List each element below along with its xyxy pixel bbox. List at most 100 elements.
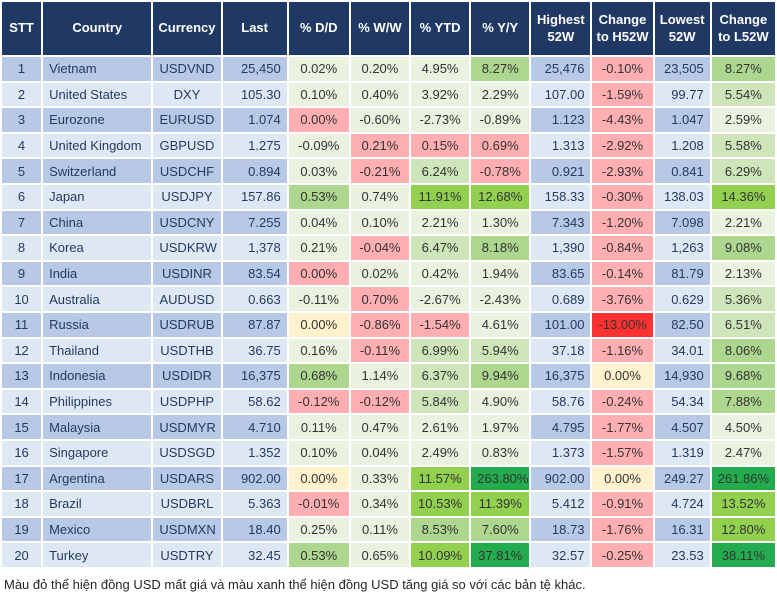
- cell-stt: 9: [0, 259, 44, 288]
- cell-pct-ytd: -2.73%: [408, 106, 472, 134]
- cell-change-to-l52w: 2.59%: [709, 106, 777, 134]
- cell-pct-dd: -0.11%: [286, 285, 351, 313]
- cell-currency: USDCNY: [151, 208, 223, 237]
- cell-pct-ytd: 2.49%: [408, 438, 472, 467]
- header-country: Country: [41, 0, 154, 57]
- header-highest-52w: Highest 52W: [529, 0, 593, 57]
- table-row: 20 Turkey USDTRY 32.45 0.53% 0.65% 10.09% 37.81…: [0, 541, 777, 569]
- cell-pct-ww: 0.11%: [348, 515, 412, 544]
- table-row: 13 Indonesia USDIDR 16,375 0.68% 1.14% 6.37% 9.…: [0, 362, 777, 390]
- cell-last: 1,378: [220, 234, 289, 262]
- cell-lowest-52w: 82.50: [652, 310, 712, 339]
- cell-lowest-52w: 23,505: [652, 55, 712, 83]
- cell-stt: 11: [0, 310, 44, 339]
- cell-currency: USDTRY: [151, 541, 223, 569]
- cell-lowest-52w: 14,930: [652, 362, 712, 390]
- cell-change-to-h52w: -0.91%: [590, 490, 655, 518]
- cell-country: Mexico: [41, 515, 154, 544]
- cell-stt: 14: [0, 387, 44, 416]
- cell-highest-52w: 1,390: [529, 234, 593, 262]
- cell-lowest-52w: 138.03: [652, 182, 712, 211]
- cell-country: Thailand: [41, 336, 154, 365]
- cell-pct-ytd: 2.21%: [408, 208, 472, 237]
- cell-change-to-l52w: 38.11%: [709, 541, 777, 569]
- table-row: 8 Korea USDKRW 1,378 0.21% -0.04% 6.47% 8.18% 1,…: [0, 234, 777, 262]
- cell-pct-dd: 0.10%: [286, 80, 351, 109]
- table-row: 3 Eurozone EURUSD 1.074 0.00% -0.60% -2.73% -0.…: [0, 106, 777, 134]
- cell-lowest-52w: 81.79: [652, 259, 712, 288]
- cell-currency: USDCHF: [151, 157, 223, 185]
- cell-highest-52w: 37.18: [529, 336, 593, 365]
- cell-pct-ytd: 11.57%: [408, 464, 472, 493]
- cell-lowest-52w: 0.629: [652, 285, 712, 313]
- cell-pct-yy: 5.94%: [469, 336, 532, 365]
- cell-pct-yy: 1.97%: [469, 413, 532, 441]
- cell-currency: DXY: [151, 80, 223, 109]
- cell-pct-ytd: 6.99%: [408, 336, 472, 365]
- header-stt: STT: [0, 0, 44, 57]
- cell-pct-ytd: 4.95%: [408, 55, 472, 83]
- cell-highest-52w: 902.00: [529, 464, 593, 493]
- cell-stt: 19: [0, 515, 44, 544]
- table-header: STT Country Currency Last % D/D % W/W % …: [0, 0, 777, 57]
- cell-change-to-h52w: -1.59%: [590, 80, 655, 109]
- cell-country: Argentina: [41, 464, 154, 493]
- cell-stt: 13: [0, 362, 44, 390]
- cell-pct-ytd: 10.53%: [408, 490, 472, 518]
- cell-pct-dd: 0.68%: [286, 362, 351, 390]
- cell-highest-52w: 16,375: [529, 362, 593, 390]
- cell-pct-dd: 0.16%: [286, 336, 351, 365]
- cell-last: 0.894: [220, 157, 289, 185]
- cell-lowest-52w: 99.77: [652, 80, 712, 109]
- cell-lowest-52w: 54.34: [652, 387, 712, 416]
- cell-country: Eurozone: [41, 106, 154, 134]
- cell-pct-ytd: 5.84%: [408, 387, 472, 416]
- cell-lowest-52w: 4.724: [652, 490, 712, 518]
- cell-pct-ww: 0.02%: [348, 259, 412, 288]
- cell-change-to-h52w: 0.00%: [590, 464, 655, 493]
- header-lowest-52w: Lowest 52W: [652, 0, 712, 57]
- cell-pct-ww: 0.74%: [348, 182, 412, 211]
- cell-last: 0.663: [220, 285, 289, 313]
- cell-pct-dd: 0.02%: [286, 55, 351, 83]
- header-pct-dd: % D/D: [286, 0, 351, 57]
- cell-country: Vietnam: [41, 55, 154, 83]
- cell-highest-52w: 1.123: [529, 106, 593, 134]
- cell-highest-52w: 107.00: [529, 80, 593, 109]
- cell-pct-dd: 0.04%: [286, 208, 351, 237]
- table-row: 12 Thailand USDTHB 36.75 0.16% -0.11% 6.99% 5.9…: [0, 336, 777, 365]
- cell-stt: 4: [0, 131, 44, 160]
- cell-pct-yy: 1.94%: [469, 259, 532, 288]
- cell-stt: 20: [0, 541, 44, 569]
- cell-pct-ww: 0.70%: [348, 285, 412, 313]
- header-pct-ytd: % YTD: [408, 0, 472, 57]
- cell-pct-yy: 1.30%: [469, 208, 532, 237]
- cell-last: 902.00: [220, 464, 289, 493]
- cell-last: 105.30: [220, 80, 289, 109]
- cell-country: Korea: [41, 234, 154, 262]
- cell-change-to-l52w: 7.88%: [709, 387, 777, 416]
- header-last: Last: [220, 0, 289, 57]
- cell-country: Japan: [41, 182, 154, 211]
- cell-stt: 1: [0, 55, 44, 83]
- cell-stt: 16: [0, 438, 44, 467]
- cell-currency: USDIDR: [151, 362, 223, 390]
- cell-highest-52w: 83.65: [529, 259, 593, 288]
- cell-currency: EURUSD: [151, 106, 223, 134]
- cell-change-to-l52w: 6.51%: [709, 310, 777, 339]
- cell-pct-dd: 0.00%: [286, 106, 351, 134]
- cell-currency: GBPUSD: [151, 131, 223, 160]
- cell-currency: USDARS: [151, 464, 223, 493]
- cell-last: 1.275: [220, 131, 289, 160]
- cell-last: 1.352: [220, 438, 289, 467]
- cell-pct-ytd: 11.91%: [408, 182, 472, 211]
- cell-stt: 17: [0, 464, 44, 493]
- cell-change-to-h52w: -0.14%: [590, 259, 655, 288]
- cell-change-to-l52w: 5.54%: [709, 80, 777, 109]
- cell-pct-dd: 0.00%: [286, 310, 351, 339]
- cell-last: 1.074: [220, 106, 289, 134]
- cell-highest-52w: 1.313: [529, 131, 593, 160]
- cell-pct-yy: 37.81%: [469, 541, 532, 569]
- cell-change-to-h52w: -1.76%: [590, 515, 655, 544]
- cell-lowest-52w: 249.27: [652, 464, 712, 493]
